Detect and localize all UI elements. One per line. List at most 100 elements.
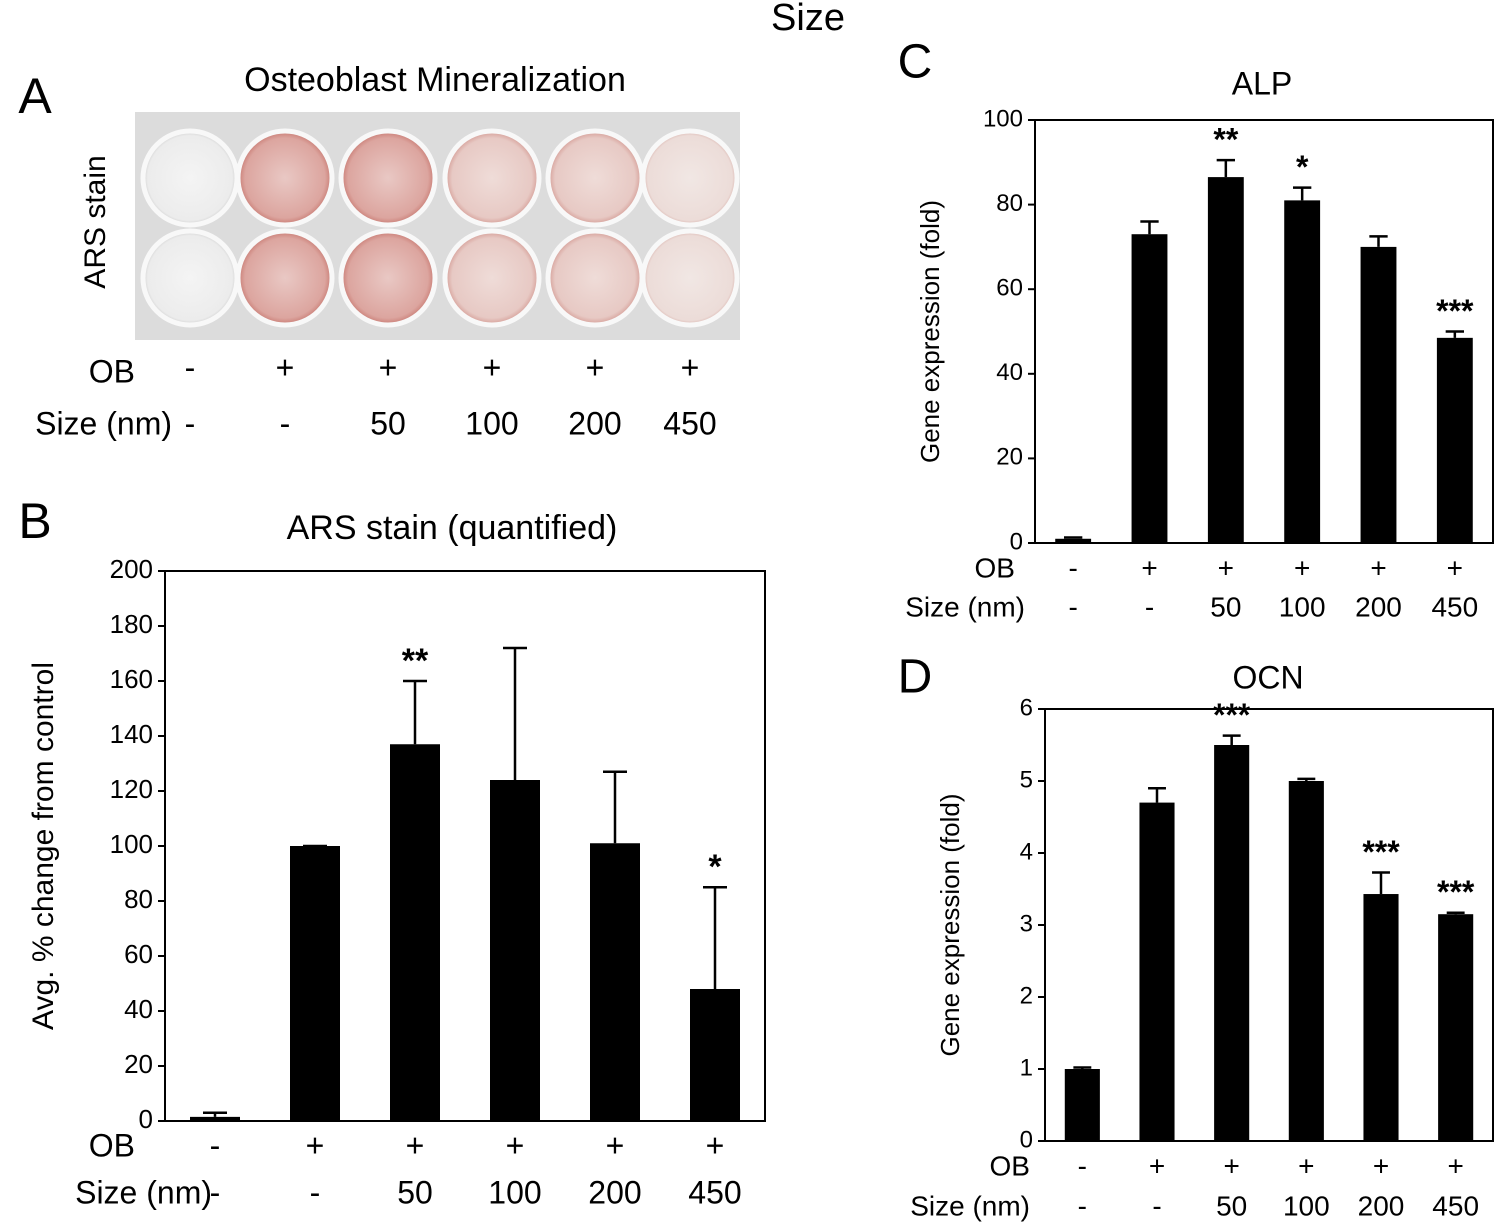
bar xyxy=(1363,894,1399,1141)
size-label: 100 xyxy=(1279,591,1326,622)
y-tick-label: 80 xyxy=(996,190,1023,217)
figure-title: Size xyxy=(771,0,845,39)
size-label: 450 xyxy=(1432,1190,1479,1221)
bar xyxy=(690,989,740,1121)
significance: *** xyxy=(1436,293,1474,329)
row-label: OB xyxy=(89,1127,135,1163)
well xyxy=(235,128,335,228)
error-bar xyxy=(1372,871,1390,895)
y-tick-label: 4 xyxy=(1020,838,1033,865)
error-bar xyxy=(1369,235,1388,247)
y-tick-label: 200 xyxy=(110,554,153,584)
significance: * xyxy=(708,848,722,886)
bar xyxy=(290,846,340,1121)
y-axis-label: Gene expression (fold) xyxy=(915,200,945,463)
chart-title: ARS stain (quantified) xyxy=(287,509,618,547)
plate xyxy=(135,112,740,340)
significance: *** xyxy=(1213,697,1251,733)
well xyxy=(640,228,740,328)
error-bar xyxy=(1293,186,1312,201)
well xyxy=(442,228,542,328)
panel-title: Osteoblast Mineralization xyxy=(244,61,626,99)
size-label: 450 xyxy=(688,1174,741,1210)
y-axis-label: Gene expression (fold) xyxy=(935,793,965,1056)
well xyxy=(545,228,645,328)
bar xyxy=(1131,234,1168,543)
bar xyxy=(1288,781,1324,1141)
ob-sign: + xyxy=(681,349,700,385)
well xyxy=(140,228,240,328)
size-label: 100 xyxy=(465,405,518,441)
row-label: OB xyxy=(990,1150,1030,1181)
bar xyxy=(1436,337,1473,543)
bar xyxy=(590,843,640,1121)
bar xyxy=(1207,177,1244,544)
size-label: 450 xyxy=(663,405,716,441)
ob-sign: - xyxy=(1078,1150,1087,1181)
row-label: Size (nm) xyxy=(905,591,1025,622)
y-axis-label: Avg. % change from control xyxy=(27,662,60,1030)
chart-title: ALP xyxy=(1232,65,1292,101)
ob-sign: + xyxy=(1294,552,1310,583)
y-tick-label: 140 xyxy=(110,719,153,749)
size-label: 50 xyxy=(397,1174,433,1210)
ob-sign: + xyxy=(506,1127,525,1163)
y-tick-label: 0 xyxy=(1010,528,1023,555)
y-tick-label: 6 xyxy=(1020,694,1033,721)
ob-sign: + xyxy=(1370,552,1386,583)
ob-sign: + xyxy=(483,349,502,385)
size-label: - xyxy=(310,1174,321,1210)
y-tick-label: 80 xyxy=(124,884,153,914)
ob-sign: + xyxy=(1373,1150,1389,1181)
panel-ylabel: ARS stain xyxy=(79,155,112,288)
plot-frame xyxy=(164,570,766,1122)
ob-sign: + xyxy=(276,349,295,385)
size-label: 450 xyxy=(1431,591,1478,622)
bar xyxy=(1360,246,1397,543)
y-tick-label: 2 xyxy=(1020,982,1033,1009)
error-bar xyxy=(403,679,427,745)
row-label: OB xyxy=(975,552,1015,583)
row-label: Size (nm) xyxy=(75,1174,212,1210)
bar xyxy=(1284,200,1321,543)
y-tick-label: 60 xyxy=(124,939,153,969)
plot-frame xyxy=(1034,119,1494,544)
ob-sign: - xyxy=(1069,552,1078,583)
row-label: Size (nm) xyxy=(910,1190,1030,1221)
size-label: - xyxy=(280,405,291,441)
ob-sign: + xyxy=(1141,552,1157,583)
well-plate xyxy=(135,112,740,340)
bar xyxy=(1214,745,1250,1141)
significance: ** xyxy=(1213,122,1238,158)
ob-sign: + xyxy=(306,1127,325,1163)
bar xyxy=(490,780,540,1121)
significance: ** xyxy=(402,642,429,680)
size-label: - xyxy=(210,1174,221,1210)
y-tick-label: 100 xyxy=(110,829,153,859)
size-label: - xyxy=(1152,1190,1161,1221)
error-bar xyxy=(1140,220,1159,235)
error-bar xyxy=(1073,1066,1092,1069)
error-bar xyxy=(1216,158,1235,178)
bar xyxy=(1055,538,1092,543)
size-label: 50 xyxy=(1216,1190,1247,1221)
ob-sign: + xyxy=(1218,552,1234,583)
panel-letter: A xyxy=(18,68,52,124)
error-bar xyxy=(1446,911,1465,915)
bar xyxy=(390,744,440,1121)
panel-letter: B xyxy=(18,493,51,549)
size-label: 200 xyxy=(1355,591,1402,622)
size-label: 200 xyxy=(1358,1190,1405,1221)
y-tick-label: 40 xyxy=(124,994,153,1024)
y-tick-label: 100 xyxy=(983,105,1023,132)
y-tick-label: 60 xyxy=(996,275,1023,302)
size-label: - xyxy=(1145,591,1154,622)
bar xyxy=(190,1116,240,1121)
ob-sign: + xyxy=(1223,1150,1239,1181)
ob-sign: + xyxy=(1149,1150,1165,1181)
error-bar xyxy=(703,886,727,989)
significance: *** xyxy=(1437,874,1475,910)
error-bar xyxy=(503,646,527,780)
error-bar xyxy=(603,770,627,844)
